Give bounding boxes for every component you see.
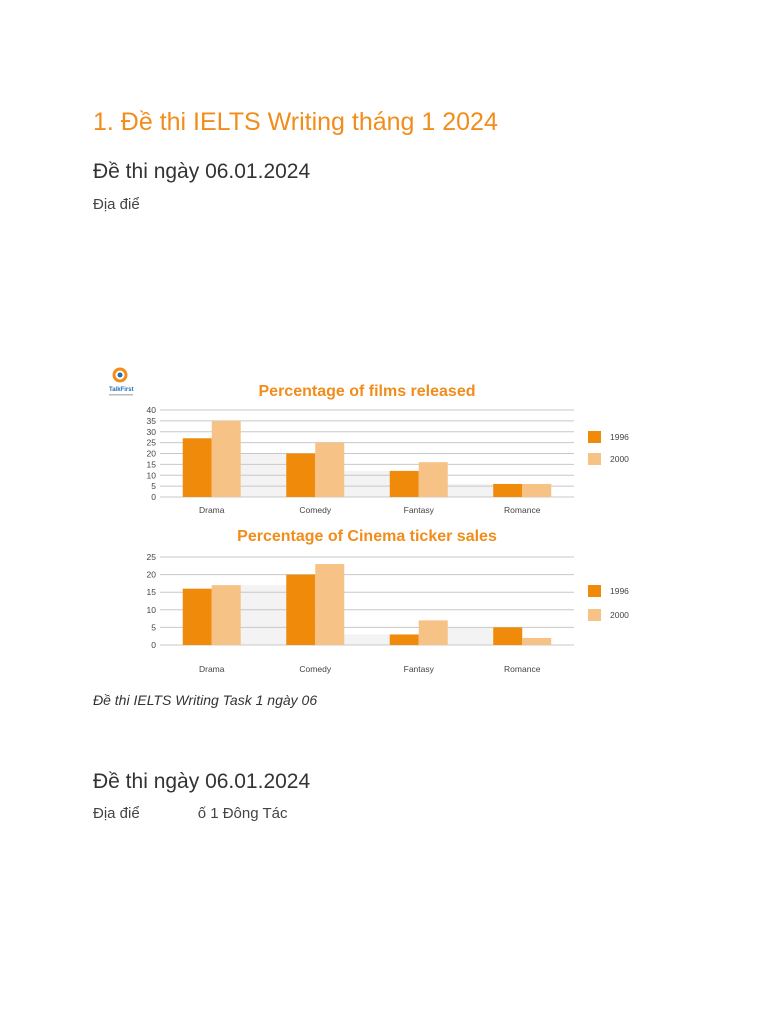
band (325, 634, 409, 645)
bar-1996-comedy (286, 574, 316, 645)
logo-text: TalkFirst (109, 387, 134, 393)
y-tick-label: 15 (147, 459, 157, 469)
films-released-chart: Percentage of films released 051015202530… (147, 383, 630, 515)
chart-figure: TalkFirst Percentage of films released05… (109, 367, 630, 674)
page-heading: 1. Đề thi IELTS Writing tháng 1 2024 (93, 108, 498, 136)
section-2-title: Đề thi ngày 06.01.2024 (93, 770, 311, 793)
bar-2000-drama (211, 420, 241, 497)
bar-2000-comedy (315, 564, 345, 645)
y-tick-label: 10 (147, 470, 157, 480)
category-label: Fantasy (404, 505, 435, 515)
band (428, 627, 513, 645)
category-label: Fantasy (404, 664, 435, 674)
legend-swatch (588, 453, 601, 465)
figure-caption: Đề thi IELTS Writing Task 1 ngày 06 (93, 692, 318, 708)
category-label: Comedy (299, 664, 331, 674)
section-1-location: Địa điể (93, 196, 140, 213)
category-label: Comedy (299, 505, 331, 515)
y-tick-label: 5 (151, 481, 156, 491)
y-tick-label: 30 (147, 427, 157, 437)
cinema-ticket-sales-chart: Percentage of Cinema ticker sales 0 5 10 15 2… (147, 528, 630, 674)
y-tick-label: 20 (147, 570, 157, 580)
category-label: Romance (504, 664, 541, 674)
y-tick-label: 35 (147, 416, 157, 426)
section-2-location: Địa điể ố 1 Đông Tác (93, 805, 287, 822)
legend-label: 1996 (610, 432, 629, 442)
bar-2000-fantasy (418, 462, 448, 497)
category-label: Drama (199, 664, 225, 674)
bar-1996-comedy (286, 453, 316, 497)
bar-1996-fantasy (389, 634, 419, 645)
y-tick-label: 10 (147, 605, 157, 615)
section-1-title: Đề thi ngày 06.01.2024 (93, 160, 311, 183)
y-tick-label: 20 (147, 449, 157, 459)
y-tick-label: 40 (147, 405, 157, 415)
y-tick-label: 25 (147, 438, 157, 448)
bar-1996-romance (493, 483, 523, 497)
bar-2000-fantasy (418, 620, 448, 645)
section-2-location-a: Địa điể (93, 805, 140, 822)
bar-1996-romance (493, 627, 523, 645)
chart-title: Percentage of Cinema ticker sales (237, 528, 497, 545)
legend-swatch (588, 431, 601, 443)
bar-1996-drama (182, 588, 212, 645)
legend-swatch (588, 609, 601, 621)
y-tick-label: 5 (151, 622, 156, 632)
category-label: Drama (199, 505, 225, 515)
bar-1996-fantasy (389, 470, 419, 497)
bar-2000-romance (522, 637, 552, 645)
legend-label: 2000 (610, 454, 629, 464)
bar-2000-drama (211, 585, 241, 645)
bar-2000-comedy (315, 442, 345, 497)
y-tick-label: 15 (147, 587, 157, 597)
y-tick-label: 0 (151, 640, 156, 650)
section-2-location-b: ố 1 Đông Tác (197, 805, 288, 822)
category-label: Romance (504, 505, 541, 515)
talkfirst-logo: TalkFirst (109, 367, 134, 396)
band (428, 483, 513, 497)
legend-label: 2000 (610, 610, 629, 620)
chart-title: Percentage of films released (259, 383, 476, 400)
y-tick-label: 0 (151, 492, 156, 502)
bar-2000-romance (522, 483, 552, 497)
y-tick-label: 25 (147, 552, 157, 562)
legend-swatch (588, 585, 601, 597)
legend-label: 1996 (610, 586, 629, 596)
bar-1996-drama (182, 438, 212, 497)
